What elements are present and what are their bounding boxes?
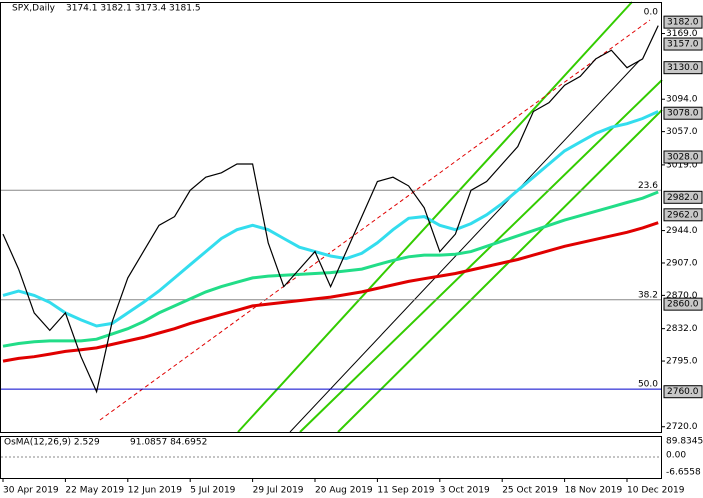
indicator-frame bbox=[0, 436, 662, 479]
fib-label: 38.2 bbox=[638, 290, 658, 300]
level-label: 3157.0 bbox=[667, 40, 699, 50]
x-tick-label: 20 Aug 2019 bbox=[315, 486, 373, 496]
level-box bbox=[663, 15, 703, 29]
x-tick-label: 12 Jun 2019 bbox=[128, 486, 182, 496]
level-label: 2760.0 bbox=[667, 387, 699, 397]
level-box bbox=[663, 208, 703, 222]
chart-title: SPX,Daily bbox=[12, 4, 56, 14]
x-tick-label: 10 Dec 2019 bbox=[627, 486, 685, 496]
level-box bbox=[663, 297, 703, 311]
level-label: 3130.0 bbox=[667, 63, 699, 73]
y-tick-label: 3169.0 bbox=[666, 29, 698, 39]
x-tick-label: 22 May 2019 bbox=[65, 486, 124, 496]
channels bbox=[237, 1, 663, 433]
level-box bbox=[663, 150, 703, 164]
indicator-tick: 0.00 bbox=[666, 451, 686, 461]
level-box bbox=[663, 61, 703, 75]
plot-frame bbox=[0, 2, 662, 433]
y-tick-label: 2870.0 bbox=[666, 291, 698, 301]
y-tick-label: 2832.0 bbox=[666, 324, 698, 334]
level-box bbox=[663, 106, 703, 120]
level-box bbox=[663, 385, 703, 399]
y-tick-label: 3057.0 bbox=[666, 127, 698, 137]
level-label: 3182.0 bbox=[667, 18, 699, 28]
x-tick-label: 29 Jul 2019 bbox=[253, 486, 304, 496]
y-tick-label: 2720.0 bbox=[666, 422, 698, 432]
y-tick-label: 2907.0 bbox=[666, 258, 698, 268]
fib-label: 23.6 bbox=[638, 181, 658, 191]
level-box bbox=[663, 190, 703, 204]
fib-label: 50.0 bbox=[638, 380, 658, 390]
level-label: 2860.0 bbox=[667, 300, 699, 310]
level-label: 2982.0 bbox=[667, 193, 699, 203]
x-tick-label: 3 Oct 2019 bbox=[440, 486, 490, 496]
x-tick-label: 5 Jul 2019 bbox=[190, 486, 235, 496]
fib-label: 0.0 bbox=[644, 7, 659, 17]
y-tick-label: 3094.0 bbox=[666, 95, 698, 105]
x-tick-label: 30 Apr 2019 bbox=[3, 486, 59, 496]
indicator-values: 91.0857 84.6952 bbox=[130, 438, 207, 448]
indicator-tick: -6.6558 bbox=[666, 468, 701, 478]
chart-subtitle: 3174.1 3182.1 3173.4 3181.5 bbox=[66, 4, 201, 14]
level-label: 3078.0 bbox=[667, 109, 699, 119]
indicator-tick: 89.8345 bbox=[666, 437, 703, 447]
level-box bbox=[663, 37, 703, 51]
level-label: 3028.0 bbox=[667, 153, 699, 163]
moving-average bbox=[2, 221, 659, 363]
moving-average bbox=[2, 190, 659, 348]
main-panel: 3169.0 3094.0 3057.0 3019.0 2944.0 2907.0 2870… bbox=[1, 7, 698, 496]
y-tick-label: 2795.0 bbox=[666, 357, 698, 367]
y-tick-label: 2944.0 bbox=[666, 226, 698, 236]
indicator-title: OsMA(12,26,9) 2.529 bbox=[4, 438, 100, 448]
x-tick-label: 18 Nov 2019 bbox=[565, 486, 623, 496]
x-tick-label: 11 Sep 2019 bbox=[377, 486, 434, 496]
trendlines bbox=[99, 19, 651, 433]
price-line bbox=[2, 25, 659, 394]
level-label: 2962.0 bbox=[667, 210, 699, 220]
y-tick-label: 3019.0 bbox=[666, 160, 698, 170]
x-tick-label: 25 Oct 2019 bbox=[502, 486, 558, 496]
